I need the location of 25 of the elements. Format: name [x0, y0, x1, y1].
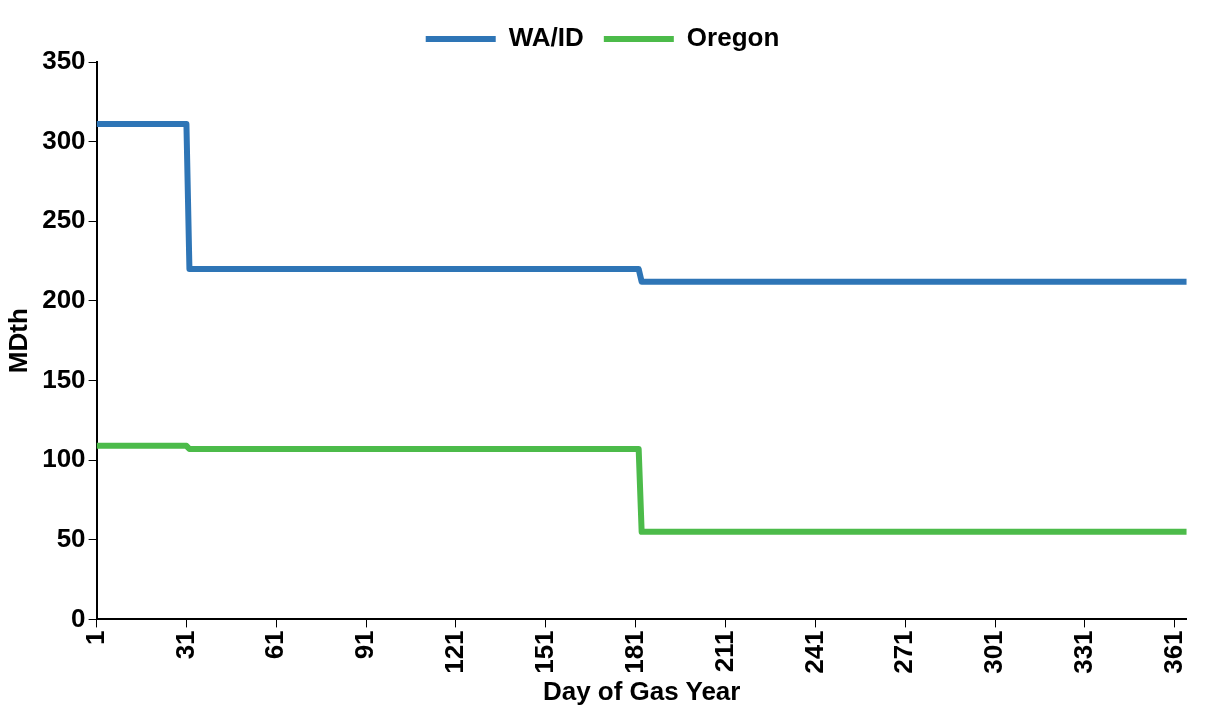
- y-tick-label: 250: [42, 204, 86, 235]
- x-tick-label: 31: [169, 630, 200, 660]
- y-tick-label: 150: [42, 363, 86, 394]
- x-tick-label: 61: [259, 630, 290, 660]
- x-tick-label: 361: [1157, 630, 1188, 674]
- y-axis-title: MDth: [2, 308, 33, 374]
- x-tick-label: 151: [528, 630, 559, 674]
- x-tick-label: 271: [888, 630, 919, 674]
- y-tick-label: 300: [42, 124, 86, 155]
- legend-label: WA/ID: [508, 22, 584, 53]
- y-tick-label: 200: [42, 284, 86, 315]
- y-tick-label: 50: [56, 522, 86, 553]
- x-tick-label: 241: [798, 630, 829, 674]
- x-tick-label: 1: [79, 630, 110, 645]
- y-tick-label: 100: [42, 443, 86, 474]
- legend-label: Oregon: [686, 22, 780, 53]
- x-tick-label: 121: [439, 630, 470, 674]
- y-tick-label: 0: [71, 602, 86, 633]
- x-tick-label: 91: [349, 630, 380, 660]
- x-tick-label: 331: [1068, 630, 1099, 674]
- x-axis-title: Day of Gas Year: [542, 675, 741, 706]
- x-tick-label: 181: [618, 630, 649, 674]
- x-tick-label: 211: [708, 630, 739, 673]
- y-tick-label: 350: [42, 45, 86, 76]
- x-tick-label: 301: [978, 630, 1009, 674]
